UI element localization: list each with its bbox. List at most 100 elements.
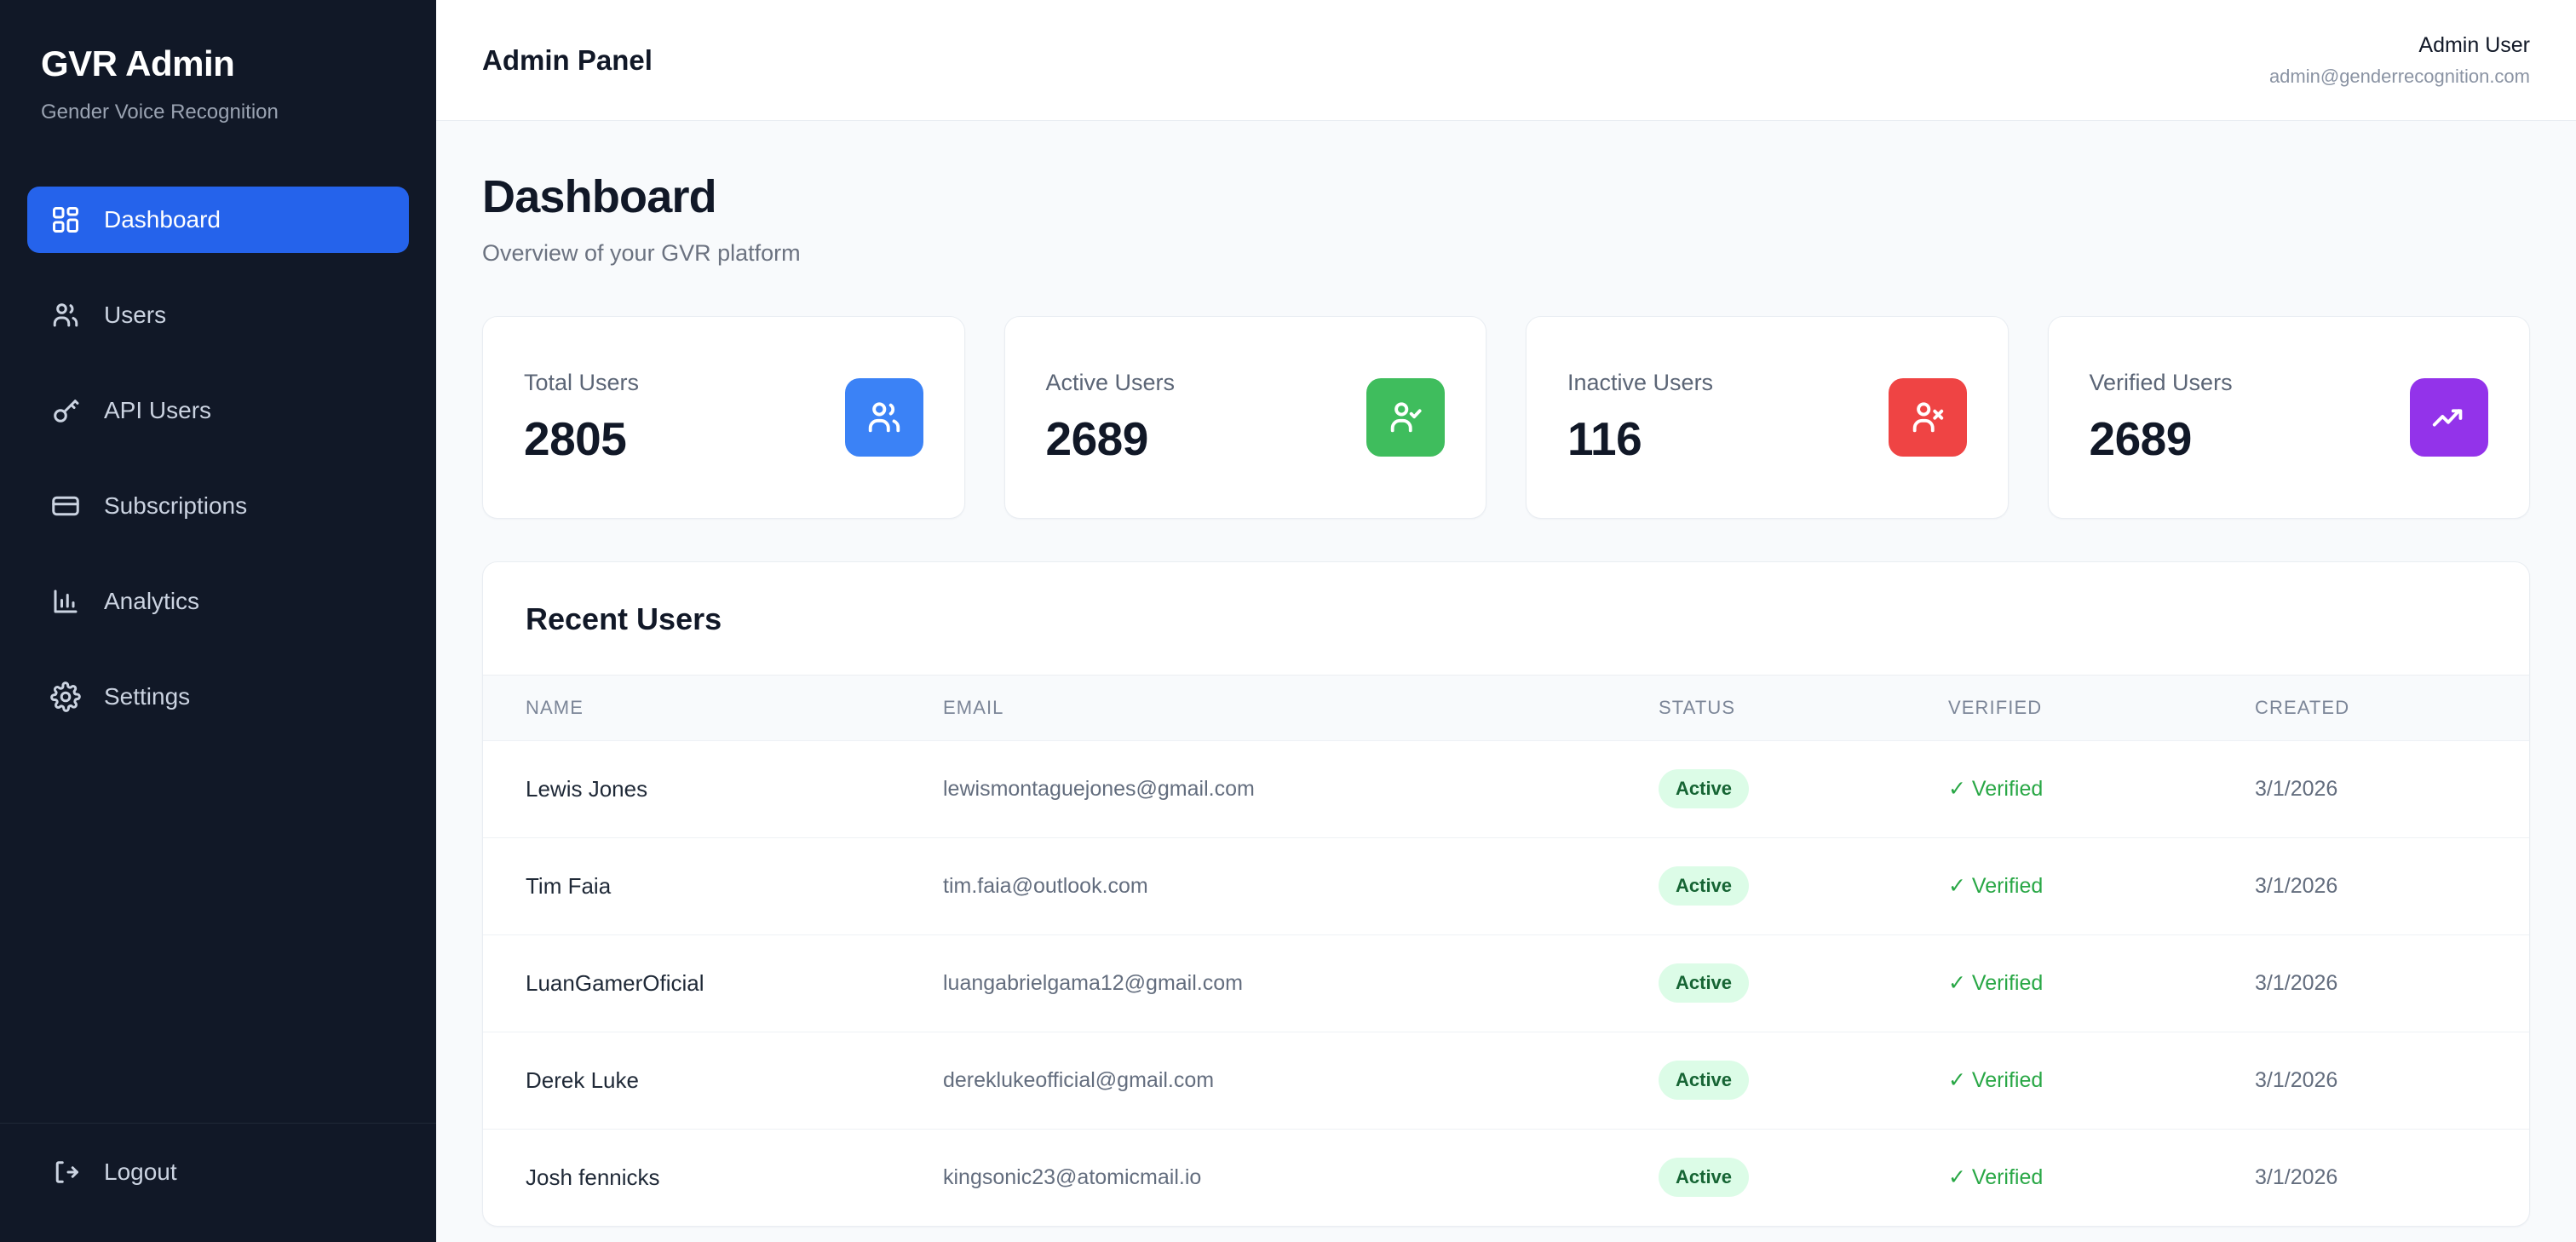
- stat-label: Active Users: [1045, 369, 1176, 395]
- topbar: Admin Panel Admin User admin@genderrecog…: [436, 0, 2576, 121]
- stat-label: Total Users: [524, 369, 640, 395]
- cell-name: Derek Luke: [526, 1067, 639, 1093]
- table-head: NAME EMAIL STATUS VERIFIED CREATED: [483, 676, 2529, 740]
- verified-label: ✓ Verified: [1948, 1165, 2044, 1190]
- credit-card-icon: [49, 490, 82, 522]
- cell-email: dereklukeofficial@gmail.com: [943, 1067, 1215, 1092]
- stat-card-active-users[interactable]: Active Users 2689: [1003, 316, 1486, 519]
- stat-value: 2689: [2089, 411, 2193, 465]
- sidebar-item-dashboard[interactable]: Dashboard: [27, 186, 409, 253]
- page-content: Dashboard Overview of your GVR platform …: [436, 121, 2576, 1242]
- sidebar-item-users[interactable]: Users: [27, 282, 409, 348]
- verified-label: ✓ Verified: [1948, 1068, 2044, 1092]
- sidebar-item-analytics[interactable]: Analytics: [27, 568, 409, 635]
- stat-card-inactive-users[interactable]: Inactive Users 116: [1526, 316, 2009, 519]
- verified-label: ✓ Verified: [1948, 874, 2044, 898]
- cell-name: Tim Faia: [526, 872, 612, 899]
- stat-text: Active Users 2689: [1046, 370, 1176, 466]
- cell-email: luangabrielgama12@gmail.com: [943, 970, 1243, 995]
- stat-value: 2805: [524, 411, 627, 465]
- page-title: Dashboard: [482, 171, 717, 222]
- stat-card-verified-users[interactable]: Verified Users 2689: [2047, 316, 2530, 519]
- sidebar-item-label: Settings: [104, 682, 191, 710]
- brand-title: GVR Admin: [41, 43, 235, 83]
- logout-icon: [49, 1156, 82, 1188]
- sidebar-item-subscriptions[interactable]: Subscriptions: [27, 473, 409, 539]
- user-x-icon: [1888, 378, 1967, 457]
- table-row[interactable]: LuanGamerOficial luangabrielgama12@gmail…: [483, 934, 2529, 1032]
- sidebar-nav: Dashboard Users: [0, 186, 436, 1123]
- page-subtitle: Overview of your GVR platform: [482, 240, 801, 266]
- table-row[interactable]: Lewis Jones lewismontaguejones@gmail.com…: [483, 740, 2529, 837]
- sidebar-item-label: Analytics: [104, 587, 200, 614]
- recent-users-header: Recent Users: [483, 562, 2529, 676]
- stat-cards: Total Users 2805 Active Use: [482, 316, 2530, 519]
- column-header-verified[interactable]: VERIFIED: [1948, 696, 2043, 718]
- grid-icon: [49, 204, 82, 236]
- sidebar-item-label: Dashboard: [104, 205, 221, 233]
- cell-created: 3/1/2026: [2255, 776, 2338, 801]
- logout-button[interactable]: Logout: [49, 1156, 387, 1188]
- topbar-user-info[interactable]: Admin User admin@genderrecognition.com: [2269, 32, 2530, 89]
- stat-value: 2689: [1045, 411, 1149, 465]
- table-row[interactable]: Tim Faia tim.faia@outlook.com Active ✓ V…: [483, 837, 2529, 934]
- column-header-email[interactable]: EMAIL: [943, 696, 1004, 718]
- cell-email: kingsonic23@atomicmail.io: [943, 1164, 1202, 1189]
- topbar-title: Admin Panel: [482, 43, 653, 76]
- cell-name: Lewis Jones: [526, 775, 648, 802]
- user-check-icon: [1366, 378, 1445, 457]
- sidebar-item-label: Subscriptions: [104, 492, 248, 519]
- main-area: Admin Panel Admin User admin@genderrecog…: [436, 0, 2576, 1242]
- stat-label: Inactive Users: [1567, 369, 1714, 395]
- status-badge: Active: [1659, 1158, 1750, 1198]
- recent-users-card: Recent Users NAME EMAIL STATUS VERIFIED …: [482, 561, 2530, 1227]
- stat-label: Verified Users: [2089, 369, 2233, 395]
- gear-icon: [49, 681, 82, 713]
- cell-created: 3/1/2026: [2255, 970, 2338, 995]
- cell-created: 3/1/2026: [2255, 1164, 2338, 1189]
- cell-name: Josh fennicks: [526, 1164, 660, 1190]
- recent-users-table: NAME EMAIL STATUS VERIFIED CREATED Lewis…: [483, 676, 2529, 1226]
- topbar-user-name: Admin User: [2418, 32, 2530, 57]
- brand: GVR Admin Gender Voice Recognition: [0, 0, 436, 125]
- bar-chart-icon: [49, 585, 82, 618]
- sidebar-item-label: API Users: [104, 396, 212, 423]
- status-badge: Active: [1659, 866, 1750, 906]
- cell-name: LuanGamerOficial: [526, 969, 704, 996]
- table-header-row: NAME EMAIL STATUS VERIFIED CREATED: [483, 676, 2529, 740]
- users-icon: [49, 299, 82, 331]
- column-header-status[interactable]: STATUS: [1659, 696, 1736, 718]
- verified-label: ✓ Verified: [1948, 777, 2044, 801]
- cell-created: 3/1/2026: [2255, 1067, 2338, 1092]
- recent-users-title: Recent Users: [526, 601, 722, 636]
- sidebar-item-settings[interactable]: Settings: [27, 664, 409, 730]
- sidebar: GVR Admin Gender Voice Recognition Dashb…: [0, 0, 436, 1242]
- status-badge: Active: [1659, 1061, 1750, 1100]
- verified-label: ✓ Verified: [1948, 971, 2044, 995]
- stat-text: Inactive Users 116: [1567, 370, 1713, 466]
- table-row[interactable]: Derek Luke dereklukeofficial@gmail.com A…: [483, 1032, 2529, 1129]
- stat-value: 116: [1567, 411, 1642, 465]
- sidebar-item-api-users[interactable]: API Users: [27, 377, 409, 444]
- stat-card-total-users[interactable]: Total Users 2805: [482, 316, 965, 519]
- sidebar-footer: Logout: [0, 1123, 436, 1242]
- cell-email: tim.faia@outlook.com: [943, 873, 1148, 898]
- users-icon: [844, 378, 923, 457]
- key-icon: [49, 394, 82, 427]
- logout-label: Logout: [104, 1159, 177, 1185]
- column-header-name[interactable]: NAME: [526, 696, 584, 718]
- column-header-created[interactable]: CREATED: [2255, 696, 2350, 718]
- status-badge: Active: [1659, 963, 1750, 1003]
- table-row[interactable]: Josh fennicks kingsonic23@atomicmail.io …: [483, 1129, 2529, 1226]
- stat-text: Total Users 2805: [524, 370, 639, 466]
- table-body: Lewis Jones lewismontaguejones@gmail.com…: [483, 740, 2529, 1226]
- cell-email: lewismontaguejones@gmail.com: [943, 776, 1255, 801]
- brand-subtitle: Gender Voice Recognition: [41, 101, 279, 124]
- cell-created: 3/1/2026: [2255, 873, 2338, 898]
- trending-up-icon: [2410, 378, 2488, 457]
- status-badge: Active: [1659, 769, 1750, 808]
- stat-text: Verified Users 2689: [2090, 370, 2233, 466]
- sidebar-item-label: Users: [104, 301, 167, 328]
- topbar-user-email: admin@genderrecognition.com: [2268, 65, 2530, 87]
